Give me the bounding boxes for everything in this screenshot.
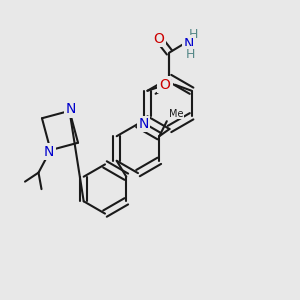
Text: N: N: [66, 102, 76, 116]
Text: F: F: [164, 78, 172, 92]
Text: N: N: [138, 117, 148, 131]
Text: O: O: [154, 32, 164, 46]
Text: O: O: [159, 78, 170, 92]
Text: H: H: [189, 28, 198, 41]
Text: Me: Me: [169, 109, 184, 119]
Text: N: N: [183, 37, 194, 50]
Text: N: N: [44, 145, 54, 159]
Text: H: H: [186, 47, 196, 61]
